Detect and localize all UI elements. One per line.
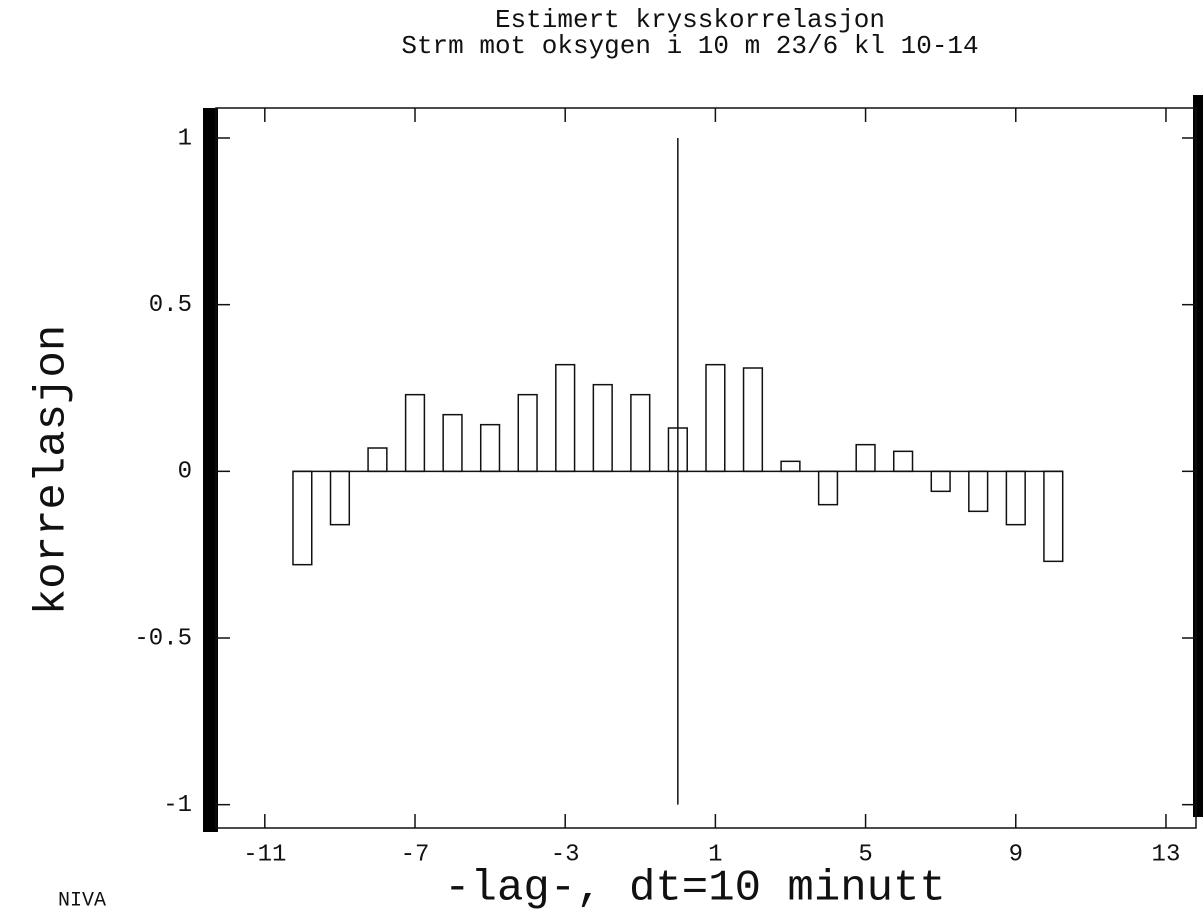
y-tick-label: 0.5 <box>149 292 192 319</box>
bar <box>517 393 538 473</box>
x-tick-label: -7 <box>401 841 430 868</box>
x-tick-label: 13 <box>1152 841 1181 868</box>
x-tick-label: 5 <box>858 841 872 868</box>
y-tick-label: -1 <box>163 792 192 819</box>
bar <box>705 363 726 473</box>
chart-subtitle: Strm mot oksygen i 10 m 23/6 kl 10-14 <box>401 31 978 61</box>
x-tick-label: -3 <box>551 841 580 868</box>
bar <box>817 470 839 506</box>
x-axis-label: -lag-, dt=10 minutt <box>444 864 946 914</box>
x-tick-label: 1 <box>708 841 722 868</box>
bar <box>630 393 651 473</box>
bar <box>404 393 426 473</box>
y-axis-label: korrelasjon <box>28 325 78 615</box>
bar <box>1005 470 1026 526</box>
bar <box>892 450 914 473</box>
plot-frame <box>215 107 1197 829</box>
chart-title: Estimert krysskorrelasjon <box>495 5 885 35</box>
y-tick-label: 1 <box>178 125 192 152</box>
bar <box>479 423 501 473</box>
bar <box>329 470 351 526</box>
y-tick-label: 0 <box>178 459 192 486</box>
footer-label: NIVA <box>58 889 106 912</box>
bar <box>968 470 989 513</box>
right-border <box>1193 95 1203 817</box>
left-border <box>203 108 218 832</box>
y-tick-label: -0.5 <box>134 625 192 652</box>
bar <box>1043 470 1064 563</box>
bar <box>742 367 764 473</box>
bar <box>555 363 576 473</box>
bar <box>930 470 951 493</box>
bar <box>780 460 801 473</box>
x-tick-label: -11 <box>243 841 286 868</box>
bar <box>367 447 388 473</box>
bar <box>592 383 613 473</box>
bar <box>855 443 876 473</box>
bar <box>442 413 463 473</box>
bar <box>292 470 313 566</box>
x-tick-label: 9 <box>1009 841 1023 868</box>
